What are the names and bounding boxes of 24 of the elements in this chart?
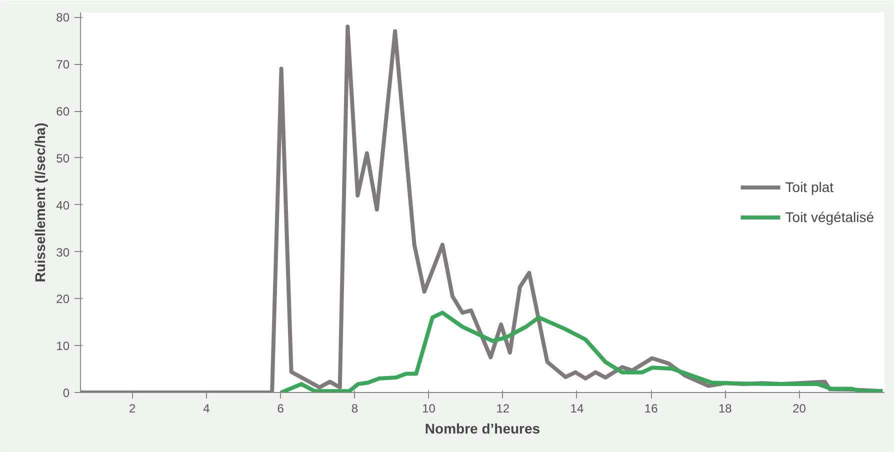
x-tick-label: 12 [496,402,510,416]
x-tick-label: 4 [203,402,210,416]
x-tick-label: 20 [792,402,806,416]
y-tick-label: 30 [56,245,70,260]
y-tick-label: 10 [56,339,70,354]
x-tick-label: 16 [644,402,658,416]
x-tick-label: 6 [277,402,284,416]
y-axis-title: Ruissellement (l/sec/ha) [32,122,48,282]
y-tick-label: 60 [56,104,70,119]
legend-label: Toit végétalisé [785,209,874,225]
x-tick-label: 14 [570,402,584,416]
x-tick-label: 18 [718,402,732,416]
y-tick-label: 40 [56,198,70,212]
x-tick-label: 2 [129,402,136,416]
y-tick-label: 50 [56,151,70,166]
y-tick-label: 80 [56,10,70,25]
y-tick-label: 0 [62,386,70,400]
legend-label: Toit plat [785,179,834,195]
y-tick-label: 70 [56,58,70,72]
y-tick-label: 20 [56,292,70,306]
x-tick-label: 8 [351,402,358,416]
x-axis-title: Nombre d’heures [424,420,540,436]
line-series [279,310,884,392]
x-tick-label: 10 [422,402,436,416]
